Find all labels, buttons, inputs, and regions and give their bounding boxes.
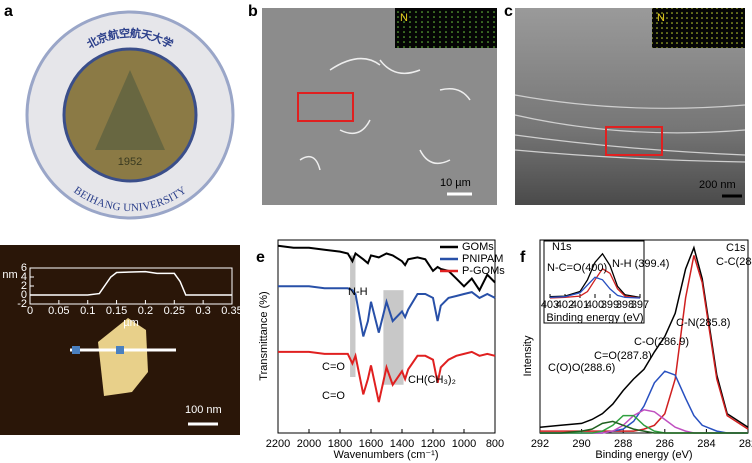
x-axis-label: Wavenumbers (cm⁻¹) — [333, 449, 438, 461]
x-axis-label: Binding energy (eV) — [595, 449, 692, 461]
x-tick-label: 292 — [531, 438, 549, 450]
x-tick-label: 286 — [656, 438, 674, 450]
eds-label: N — [657, 12, 665, 24]
x-tick-label: 1800 — [328, 438, 352, 450]
x-tick-label: 402 — [556, 299, 574, 311]
x-tick-label: 400 — [586, 299, 604, 311]
panel-label: a — [4, 3, 13, 20]
plot-frame — [539, 239, 749, 434]
profile-marker — [116, 346, 124, 354]
scale-bar-label: 10 µm — [440, 177, 471, 189]
series-line — [277, 244, 496, 293]
peak-label: C=O(287.8) — [594, 350, 652, 362]
x-tick-label: 399 — [601, 299, 619, 311]
sem-texture — [514, 94, 746, 163]
x-tick-label: 397 — [631, 299, 649, 311]
y-axis-label: Intensity — [522, 335, 534, 376]
x-tick-label: 401 — [571, 299, 589, 311]
annotation: C=O — [322, 390, 345, 402]
x-tick-label: 398 — [616, 299, 634, 311]
scale-bar-label: 100 nm — [185, 404, 222, 416]
x-tick-label: 403 — [541, 299, 559, 311]
series-line — [549, 267, 641, 299]
x-tick-label: 282 — [739, 438, 752, 450]
x-tick-label: 0.35 — [221, 305, 242, 317]
series-line — [278, 350, 496, 403]
annotation: C1s — [726, 242, 746, 254]
x-tick-label: 0.25 — [164, 305, 185, 317]
x-tick-label: 0.3 — [195, 305, 210, 317]
peak-label: N-H (399.4) — [612, 258, 669, 270]
eds-dots — [395, 8, 497, 48]
series-line — [549, 252, 641, 299]
panel-label: c — [504, 3, 513, 20]
x-tick-label: 284 — [697, 438, 715, 450]
peak-label: C-N(285.8) — [676, 317, 730, 329]
peak-label: C(O)O(288.6) — [548, 362, 615, 374]
x-tick-label: 800 — [486, 438, 504, 450]
eds-label: N — [400, 12, 408, 24]
y-tick-label: -2 — [17, 298, 27, 310]
y-tick-label: 6 — [21, 262, 27, 274]
scale-bar-label: 200 nm — [699, 179, 736, 191]
x-tick-label: 0.2 — [138, 305, 153, 317]
shaded-band — [350, 255, 356, 378]
panel-label: f — [520, 249, 526, 266]
highlight-box — [605, 126, 663, 156]
flake — [98, 318, 148, 396]
x-tick-label: 0.05 — [48, 305, 69, 317]
x-axis-label: Binding energy (eV) — [546, 312, 643, 324]
profile-marker — [72, 346, 80, 354]
series-line — [540, 420, 748, 434]
y-tick-label: 2 — [21, 280, 27, 292]
panel-label: b — [248, 3, 258, 20]
x-tick-label: 1000 — [452, 438, 476, 450]
logo-year: 1952 — [118, 156, 142, 168]
legend-label: P-GOMs — [462, 265, 505, 277]
sem-texture — [299, 57, 471, 171]
x-tick-label: 1400 — [390, 438, 414, 450]
x-tick-label: 2000 — [297, 438, 321, 450]
annotation: N1s — [552, 241, 572, 253]
annotation: C=O — [322, 361, 345, 373]
x-tick-label: 2200 — [266, 438, 290, 450]
x-tick-label: 288 — [614, 438, 632, 450]
x-tick-label: 0.15 — [106, 305, 127, 317]
series-line — [30, 270, 232, 296]
y-axis-label: Transmittance (%) — [258, 291, 270, 380]
y-tick-label: 4 — [21, 271, 27, 283]
x-tick-label: 0 — [27, 305, 33, 317]
series-line — [540, 255, 749, 432]
eds-dots — [652, 8, 745, 48]
annotation: CH(CH₃)₂ — [408, 374, 456, 386]
highlight-box — [297, 92, 354, 122]
y-tick-label: 0 — [21, 289, 27, 301]
plot-frame — [277, 239, 496, 434]
legend-label: GOMs — [462, 241, 494, 253]
logo-emblem — [95, 70, 165, 150]
x-axis-label: µm — [123, 317, 139, 329]
y-axis-label: nm — [2, 269, 17, 281]
series-line — [278, 285, 496, 337]
series-line — [549, 276, 641, 299]
x-tick-label: 290 — [572, 438, 590, 450]
legend-label: PNIPAM — [462, 253, 503, 265]
peak-label: C-C(284.6) — [716, 256, 752, 268]
peak-label: C-O(286.9) — [634, 336, 689, 348]
x-tick-label: 1600 — [359, 438, 383, 450]
x-tick-label: 1200 — [421, 438, 445, 450]
x-tick-label: 0.1 — [80, 305, 95, 317]
annotation: N-H — [348, 286, 368, 298]
peak-label: N-C=O(400) — [547, 262, 607, 274]
panel-label: e — [256, 249, 265, 266]
